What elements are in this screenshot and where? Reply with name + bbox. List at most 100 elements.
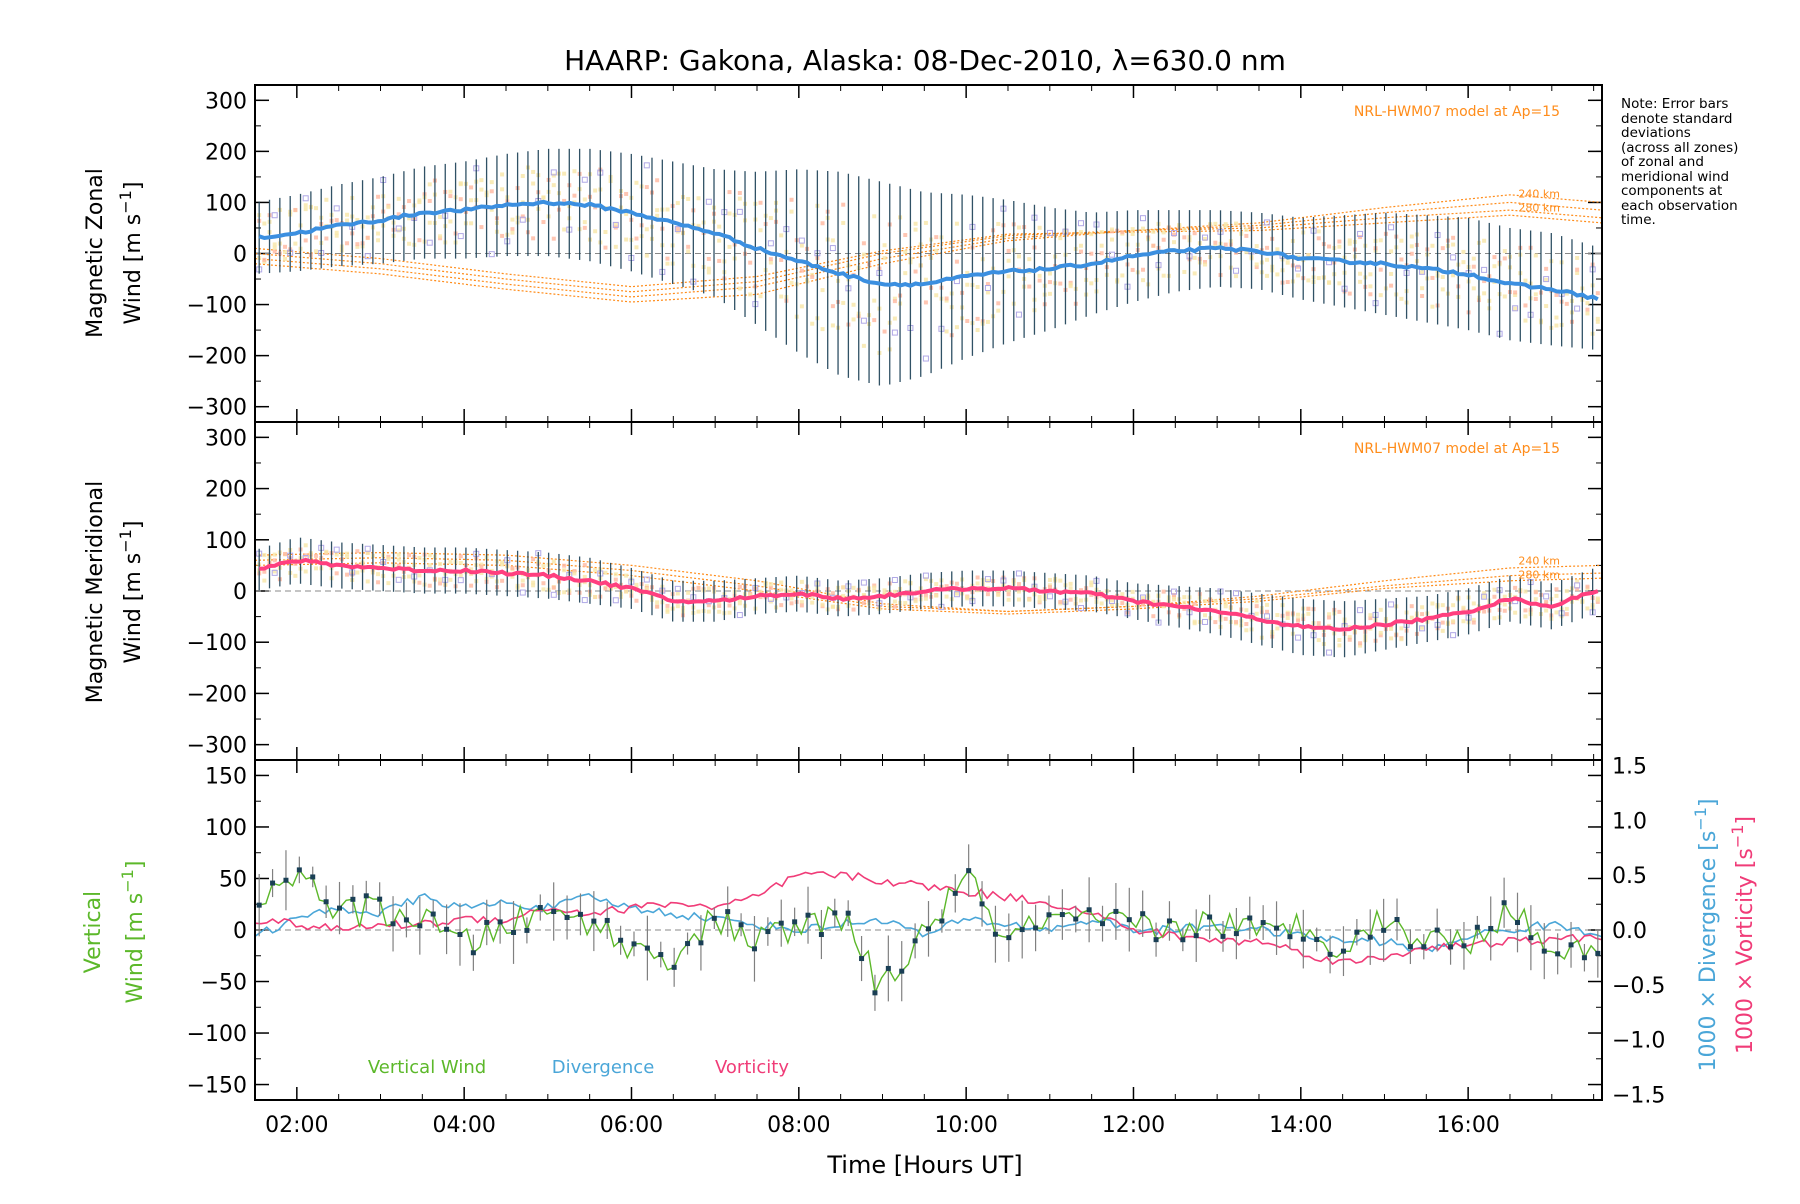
zone-sample (1358, 641, 1363, 646)
vertical-wind-marker (1595, 950, 1601, 956)
zone-sample (572, 169, 577, 174)
zone-sample (1482, 609, 1487, 614)
zone-sample (1182, 600, 1187, 605)
zone-sample (944, 298, 949, 303)
zone-sample (510, 227, 515, 232)
zone-sample (1378, 293, 1383, 298)
zone-sample (427, 563, 432, 568)
zone-sample (996, 301, 1001, 306)
zone-sample (551, 183, 556, 188)
zone-sample (479, 178, 484, 183)
zone-sample (1244, 233, 1249, 238)
vertical-wind-marker (1461, 943, 1467, 949)
zone-sample (1471, 286, 1476, 291)
vertical-wind-marker (1247, 915, 1253, 921)
zone-sample (1533, 597, 1538, 602)
vertical-wind-marker (1434, 927, 1440, 933)
zone-sample (1161, 589, 1166, 594)
zone-sample-outlier (798, 237, 805, 244)
y-tick-label: −50 (201, 971, 247, 996)
zone-sample-outlier (1450, 632, 1457, 639)
zone-sample (1389, 283, 1394, 288)
zone-sample (872, 214, 877, 219)
zone-sample (1451, 619, 1456, 624)
zone-sample (1502, 256, 1507, 261)
zone-sample (882, 256, 887, 261)
vertical-wind-marker (1555, 951, 1561, 957)
zone-sample (1265, 602, 1270, 607)
zone-sample (314, 249, 319, 254)
zone-sample (562, 568, 567, 573)
zone-sample (407, 241, 412, 246)
zone-sample (1265, 257, 1270, 262)
zone-sample (882, 591, 887, 596)
zone-sample (479, 225, 484, 230)
zone-sample (551, 236, 556, 241)
vertical-wind-marker (1193, 933, 1199, 939)
zone-sample (1027, 597, 1032, 602)
zone-sample (1016, 597, 1021, 602)
y-tick-label: 100 (205, 816, 247, 841)
zone-sample (334, 218, 339, 223)
zone-sample (1130, 589, 1135, 594)
y-axis-label-zonal-line1: Magnetic Zonal (83, 168, 108, 338)
zone-sample (748, 292, 753, 297)
zone-sample (458, 197, 463, 202)
zone-sample (1172, 240, 1177, 245)
zone-sample (965, 282, 970, 287)
zone-sample (1213, 240, 1218, 245)
vertical-wind-marker (323, 899, 329, 905)
zone-sample (1203, 260, 1208, 265)
zone-sample (1254, 244, 1259, 249)
zone-sample (345, 554, 350, 559)
zone-sample (1192, 255, 1197, 260)
vertical-wind-marker (992, 931, 998, 937)
zone-sample (665, 607, 670, 612)
zone-sample-outlier (1046, 229, 1053, 236)
x-tick-label: 12:00 (1102, 1113, 1165, 1138)
zone-sample (748, 593, 753, 598)
zone-sample-outlier (1357, 230, 1364, 237)
zone-sample-outlier (1202, 618, 1209, 625)
legend-divergence: Divergence (552, 1057, 655, 1078)
zone-sample (1203, 237, 1208, 242)
zone-sample (427, 583, 432, 588)
zone-sample (314, 566, 319, 571)
zone-sample (1120, 230, 1125, 235)
zone-sample-outlier (1543, 593, 1550, 600)
zone-sample-outlier (984, 576, 991, 583)
zone-sample (1254, 611, 1259, 616)
y-tick-label: −300 (187, 396, 247, 421)
zone-sample (1585, 606, 1590, 611)
zone-sample (1595, 291, 1600, 296)
zone-sample (1544, 277, 1549, 282)
zone-sample (861, 241, 866, 246)
zone-sample (1513, 585, 1518, 590)
zone-sample (665, 261, 670, 266)
vertical-wind-marker (256, 902, 262, 908)
zone-sample (1389, 249, 1394, 254)
y2-axis-label-divergence-part: ] (1696, 799, 1721, 808)
zone-sample (1234, 274, 1239, 279)
zone-sample (944, 584, 949, 589)
zone-sample (448, 194, 453, 199)
zone-sample (531, 557, 536, 562)
zone-sample (748, 260, 753, 265)
legend-vertical-wind: Vertical Wind (368, 1057, 486, 1078)
zone-sample (407, 216, 412, 221)
y-axis-label-vertical-line2-part: Wind [m s (123, 893, 148, 1004)
zone-sample (975, 581, 980, 586)
zone-sample (365, 551, 370, 556)
zone-sample (603, 586, 608, 591)
zone-sample (1575, 267, 1580, 272)
x-tick-label: 06:00 (600, 1113, 663, 1138)
zone-sample (1089, 580, 1094, 585)
zone-sample (1564, 612, 1569, 617)
zone-sample (314, 235, 319, 240)
vertical-wind-marker (444, 926, 450, 932)
zone-sample (1027, 284, 1032, 289)
zone-sample (717, 603, 722, 608)
zone-sample (799, 304, 804, 309)
zone-sample (1285, 280, 1290, 285)
zone-sample (913, 599, 918, 604)
